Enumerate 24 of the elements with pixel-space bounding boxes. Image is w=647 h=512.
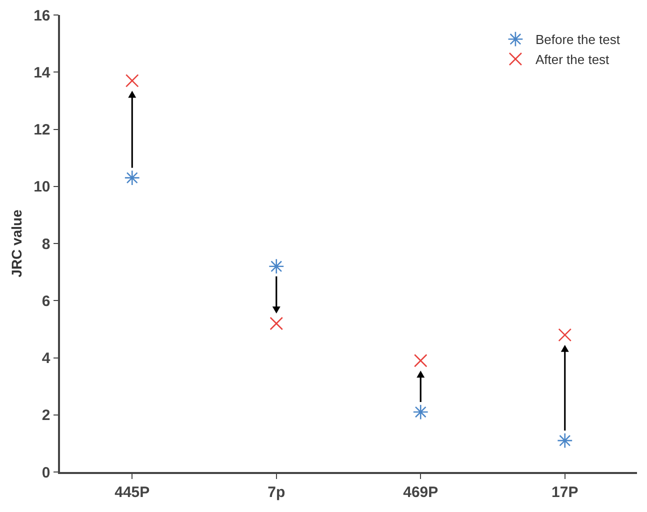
y-tick-label: 16 [34, 7, 50, 24]
point [124, 170, 140, 186]
point [268, 258, 284, 274]
y-tick-label: 12 [34, 122, 50, 138]
y-tick-label: 14 [34, 64, 51, 82]
y-tick-label: 6 [42, 292, 50, 310]
y-tick-label: 8 [42, 236, 50, 253]
x-tick-label: 469P [403, 484, 438, 501]
point [557, 432, 573, 448]
point [125, 74, 139, 88]
point [412, 404, 428, 420]
point [270, 316, 284, 330]
point [558, 328, 572, 342]
legend-label: After the test [535, 52, 610, 68]
point [414, 354, 428, 368]
y-tick-label: 2 [42, 407, 50, 424]
x-tick-label: 7p [268, 484, 286, 501]
legend-label: Before the test [535, 32, 620, 48]
y-tick-label: 10 [34, 178, 50, 196]
y-tick-label: 0 [42, 464, 50, 482]
x-tick-label: 445P [114, 484, 150, 501]
y-axis-title: JRC value [8, 209, 24, 278]
x-tick-label: 17P [552, 484, 578, 501]
y-tick-label: 4 [42, 350, 51, 367]
